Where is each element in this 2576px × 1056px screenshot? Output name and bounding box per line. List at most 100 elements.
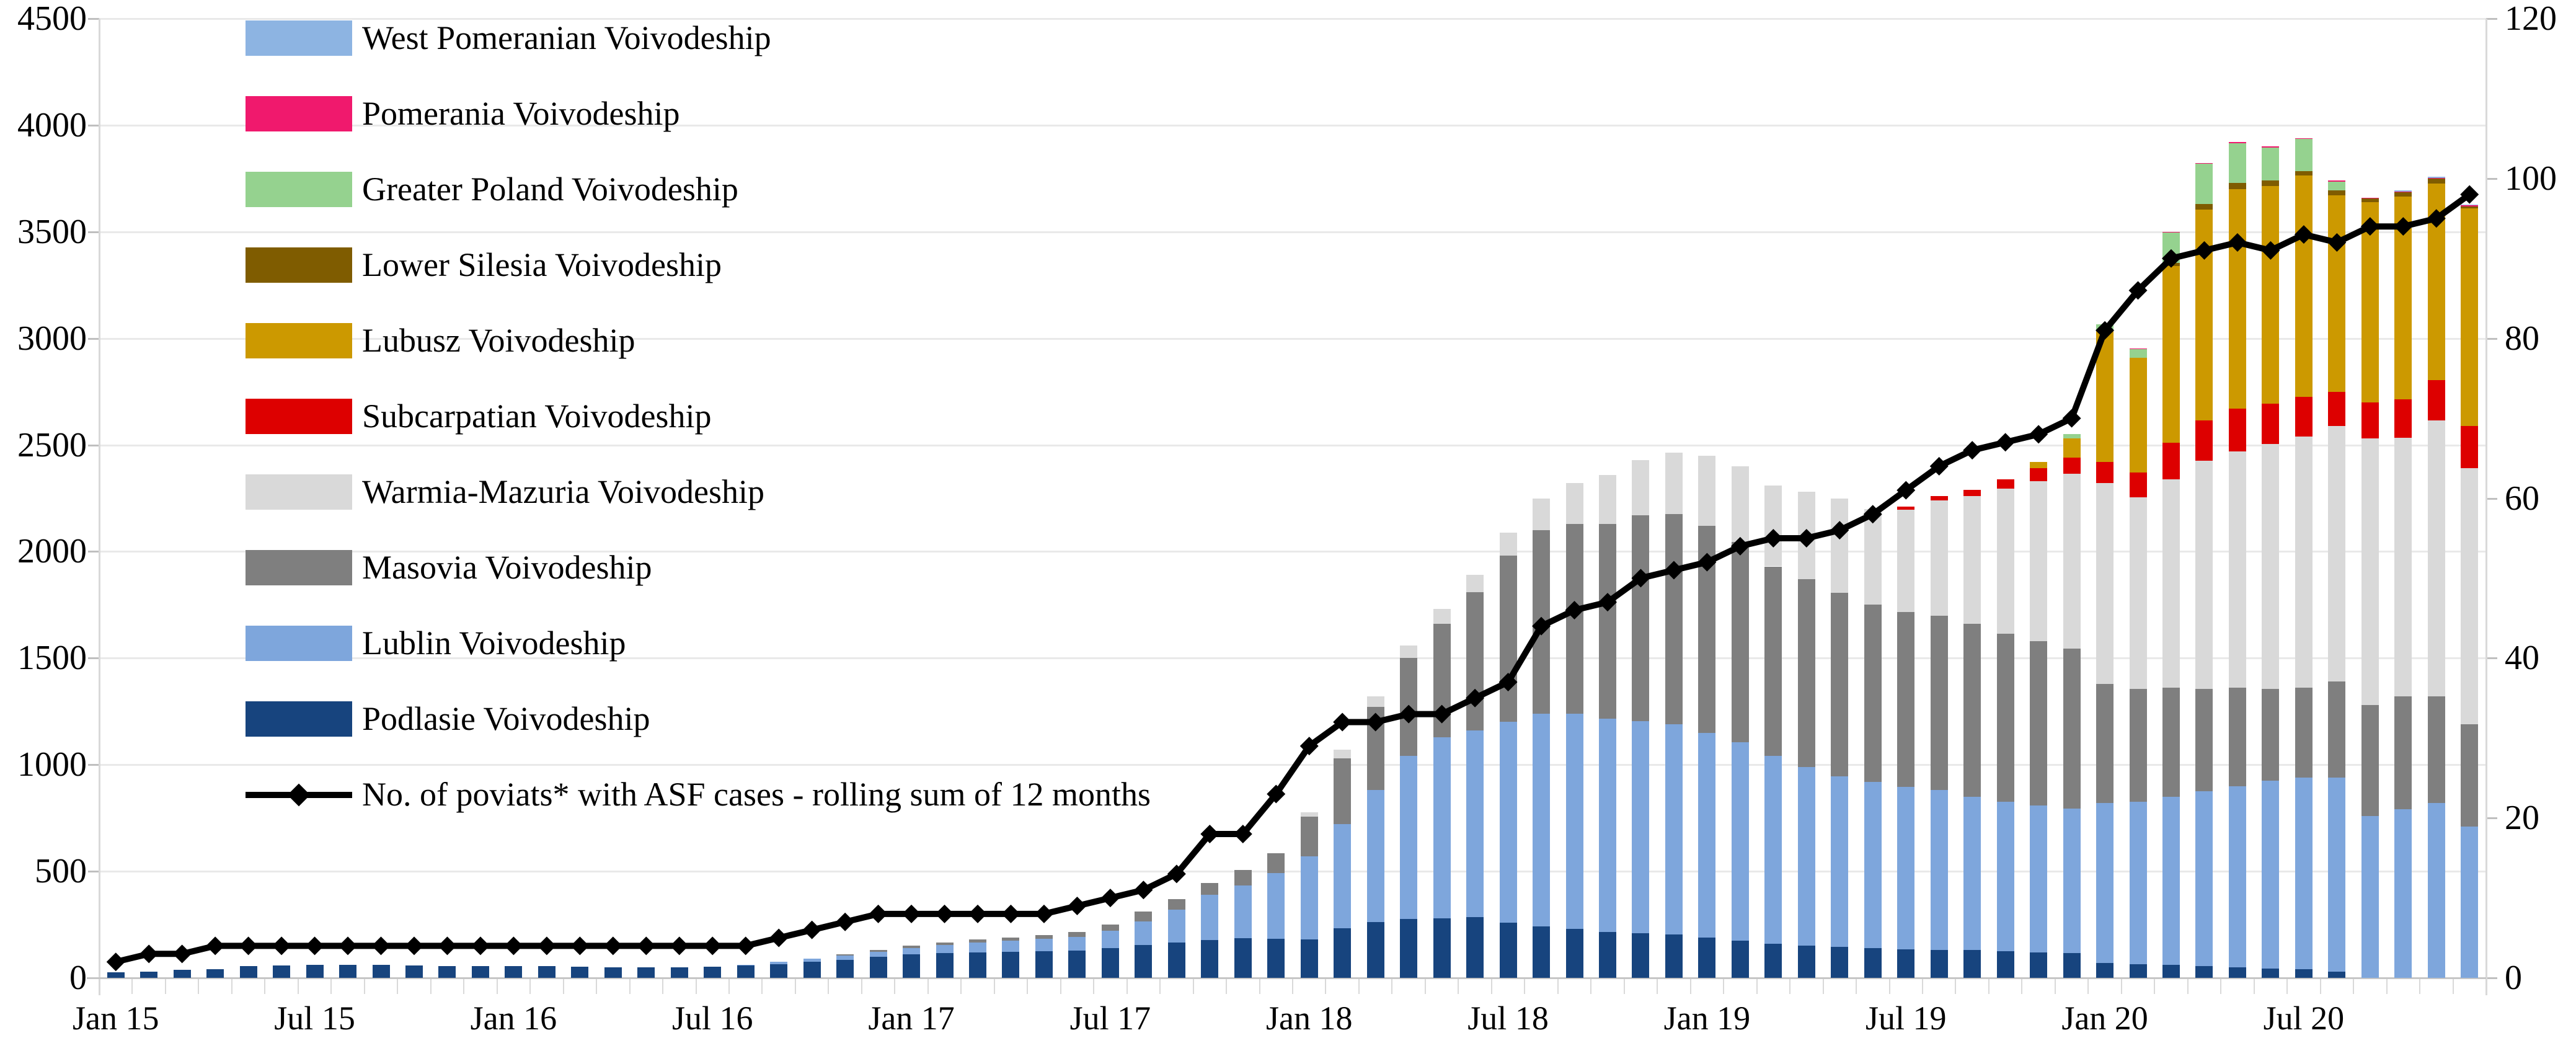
x-axis-minor-tick xyxy=(1259,978,1260,994)
x-axis-minor-tick xyxy=(264,978,266,994)
bar-segment-lublin xyxy=(969,943,986,952)
bar-segment-lublin xyxy=(2328,777,2346,972)
line-marker xyxy=(2327,233,2347,252)
y-axis-label-left: 2500 xyxy=(17,425,87,464)
bar-segment-masovia xyxy=(1864,605,1882,782)
bar-segment-subcarpatian xyxy=(2295,397,2313,437)
bar-segment-masovia xyxy=(2030,641,2048,805)
legend-label: Pomerania Voivodeship xyxy=(362,95,680,132)
bar-segment-masovia xyxy=(969,939,986,943)
x-axis-minor-tick xyxy=(397,978,399,994)
bar-segment-podlasie xyxy=(306,965,324,978)
bar-segment-lower_silesia xyxy=(2427,178,2445,184)
bar-segment-masovia xyxy=(903,946,921,948)
x-axis-minor-tick xyxy=(463,978,465,994)
line-marker xyxy=(305,936,324,956)
legend-swatch xyxy=(246,625,352,661)
y-axis-tick-right xyxy=(2486,18,2497,20)
bar-segment-pomerania xyxy=(2461,205,2479,206)
legend-swatch xyxy=(246,549,352,585)
line-marker xyxy=(1233,824,1252,843)
left-axis-line xyxy=(99,19,100,995)
bar-segment-podlasie xyxy=(2096,962,2114,978)
x-axis-minor-tick xyxy=(529,978,531,994)
bar-segment-masovia xyxy=(2328,681,2346,778)
bar-segment-pomerania xyxy=(2427,177,2445,179)
line-marker xyxy=(172,944,192,964)
bar-segment-lubusz xyxy=(2030,462,2048,469)
bar-segment-podlasie xyxy=(1665,934,1683,978)
bar-segment-lublin xyxy=(1533,713,1551,927)
legend-label: Podlasie Voivodeship xyxy=(362,700,650,737)
bar-segment-masovia xyxy=(1731,541,1749,743)
x-axis-label: Jul 18 xyxy=(1467,1000,1549,1037)
legend-label: Masovia Voivodeship xyxy=(362,549,652,586)
line-marker xyxy=(2394,217,2413,236)
x-axis-minor-tick xyxy=(1524,978,1526,994)
legend-label: Lubusz Voivodeship xyxy=(362,322,635,359)
legend-label: Warmia-Mazuria Voivodeship xyxy=(362,473,765,510)
bar-segment-lublin xyxy=(2228,786,2246,967)
line-marker xyxy=(1267,784,1286,804)
line-marker xyxy=(1532,616,1551,636)
x-axis-minor-tick xyxy=(1657,978,1658,994)
bar-segment-podlasie xyxy=(1035,951,1053,978)
bar-segment-lublin xyxy=(1665,724,1683,934)
bar-segment-pomerania xyxy=(2129,348,2147,349)
bar-segment-masovia xyxy=(869,950,887,952)
bar-segment-lublin xyxy=(1366,790,1384,922)
bar-segment-subcarpatian xyxy=(2129,473,2147,497)
bar-segment-lower_silesia xyxy=(2295,171,2313,175)
y-axis-tick-left xyxy=(88,444,99,446)
x-axis-minor-tick xyxy=(1789,978,1791,994)
x-axis-minor-tick xyxy=(927,978,929,994)
line-marker xyxy=(736,936,755,956)
bar-segment-subcarpatian xyxy=(2162,443,2180,479)
x-axis-label: Jul 16 xyxy=(671,1000,753,1037)
bar-segment-podlasie xyxy=(1963,950,1981,978)
bar-segment-podlasie xyxy=(2030,952,2048,978)
line-marker xyxy=(1963,441,1982,460)
x-axis-minor-tick xyxy=(2087,978,2089,994)
x-axis-minor-tick xyxy=(198,978,200,994)
bar-segment-lublin xyxy=(1035,939,1053,952)
bar-segment-podlasie xyxy=(2063,953,2081,978)
line-marker xyxy=(1200,824,1219,843)
bar-segment-lublin xyxy=(1499,722,1517,923)
bar-segment-masovia xyxy=(2195,689,2213,792)
line-marker xyxy=(2062,409,2081,428)
bar-segment-lublin xyxy=(2063,808,2081,954)
bar-segment-masovia xyxy=(1598,523,1616,719)
x-axis-minor-tick xyxy=(1192,978,1194,994)
bar-segment-lublin xyxy=(1002,941,1020,952)
bar-segment-podlasie xyxy=(2129,964,2147,978)
bar-segment-lublin xyxy=(1598,719,1616,933)
bar-segment-podlasie xyxy=(836,959,854,978)
x-axis-label: Jan 15 xyxy=(72,1000,159,1037)
bar-segment-warmia xyxy=(2063,473,2081,649)
line-marker xyxy=(935,904,954,923)
y-axis-label-right: 20 xyxy=(2505,799,2539,838)
bar-segment-lublin xyxy=(1466,730,1484,917)
bar-segment-greater_poland xyxy=(2195,163,2213,205)
legend-label: Subcarpatian Voivodeship xyxy=(362,397,712,435)
bar-segment-lubusz xyxy=(2461,208,2479,426)
bar-segment-subcarpatian xyxy=(2228,409,2246,451)
x-axis-minor-tick xyxy=(430,978,432,994)
x-axis-minor-tick xyxy=(1723,978,1725,994)
legend-swatch xyxy=(246,322,352,358)
bar-segment-lublin xyxy=(936,945,954,954)
bar-segment-warmia xyxy=(2394,437,2412,697)
line-marker xyxy=(1863,505,1882,524)
bar-segment-masovia xyxy=(936,943,954,946)
x-axis-minor-tick xyxy=(1358,978,1360,994)
bar-segment-warmia xyxy=(1864,508,1882,605)
bar-segment-warmia xyxy=(2162,479,2180,688)
y-axis-tick-left xyxy=(88,337,99,340)
x-axis-minor-tick xyxy=(828,978,830,994)
bar-segment-lublin xyxy=(2195,791,2213,967)
legend-item: Lower Silesia Voivodeship xyxy=(246,227,1151,303)
bar-segment-warmia xyxy=(2295,436,2313,688)
bar-segment-subcarpatian xyxy=(2461,425,2479,469)
